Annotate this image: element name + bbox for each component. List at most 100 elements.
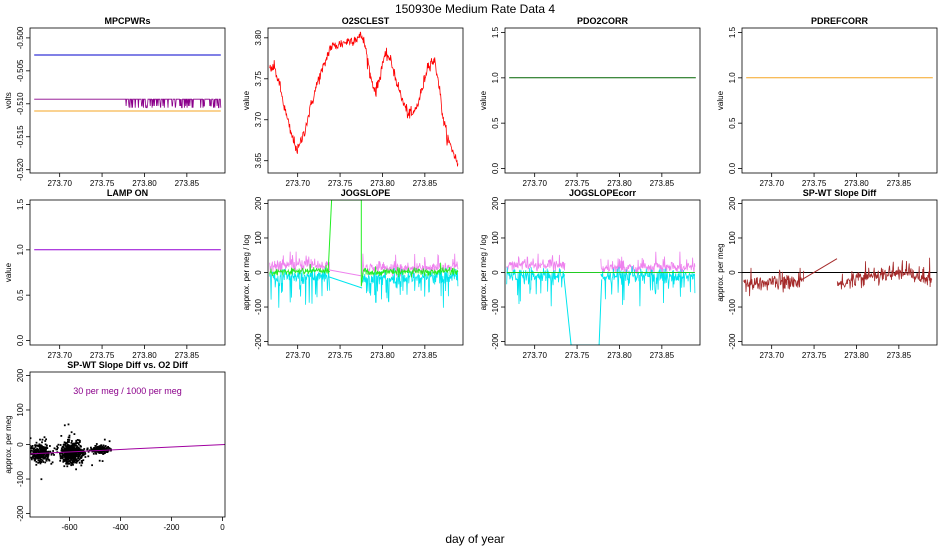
o2sclest-ytick-label: 3.75 xyxy=(254,70,263,86)
sp-wt-vs-o2-diff-xtick-label: 0 xyxy=(220,523,225,532)
scatter-point xyxy=(42,446,45,448)
scatter-point xyxy=(66,456,69,458)
jogslope-xtick-label: 273.70 xyxy=(285,351,310,360)
panel-mpcpwrs: MPCPWRs 273.70 273.75 273.80 273.85 -0.520 -0.… xyxy=(4,16,226,188)
jogslope-ytick-label: 100 xyxy=(254,231,263,245)
scatter-point xyxy=(56,445,58,448)
scatter-point xyxy=(110,449,112,452)
scatter-point xyxy=(62,443,65,446)
scatter-point xyxy=(30,449,33,452)
pdrefcorr-xtick-label: 273.80 xyxy=(844,179,869,188)
mpcpwrs-frame xyxy=(29,27,226,174)
scatter-point xyxy=(76,439,79,441)
scatter-point xyxy=(71,454,74,457)
scatter-point xyxy=(38,460,41,463)
scatter-point xyxy=(98,448,101,451)
scatter-point xyxy=(67,457,69,459)
mpcpwrs-ylabel: volts xyxy=(4,92,13,108)
sp-wt-slope-diff-ytick-label: -100 xyxy=(728,298,737,315)
jogslopecorr-title: JOGSLOPEcorr xyxy=(569,188,637,198)
jogslope-series-green xyxy=(269,262,459,278)
scatter-point xyxy=(93,447,96,450)
scatter-point xyxy=(45,459,48,462)
jogslopecorr-xtick-label: 273.85 xyxy=(650,351,675,360)
scatter-point xyxy=(67,443,69,446)
scatter-point xyxy=(41,446,44,449)
scatter-point xyxy=(72,451,75,454)
scatter-point xyxy=(33,457,36,460)
mpcpwrs-plot-area xyxy=(34,54,222,112)
scatter-point xyxy=(35,449,38,452)
scatter-point xyxy=(52,450,54,452)
o2sclest-ytick-label: 3.80 xyxy=(254,29,263,45)
scatter-point xyxy=(63,465,66,468)
scatter-point xyxy=(63,424,66,427)
figure-xlabel: day of year xyxy=(445,532,504,546)
lamp-on-ytick-label: 1.5 xyxy=(16,198,25,210)
scatter-point xyxy=(70,459,73,461)
scatter-point xyxy=(45,455,48,458)
sp-wt-vs-o2-diff-plot-area xyxy=(30,423,225,481)
sp-wt-slope-diff-title: SP-WT Slope Diff xyxy=(803,188,877,198)
scatter-point xyxy=(77,455,80,458)
sp-wt-slope-diff-xtick-label: 273.75 xyxy=(802,351,827,360)
scatter-point xyxy=(108,447,111,450)
sp-wt-vs-o2-diff-points xyxy=(30,423,112,481)
scatter-point xyxy=(69,449,72,452)
scatter-point xyxy=(35,454,38,457)
lamp-on-frame xyxy=(29,199,226,346)
scatter-point xyxy=(68,436,71,439)
scatter-point xyxy=(43,456,46,459)
scatter-point xyxy=(64,452,67,455)
scatter-point xyxy=(53,454,55,456)
scatter-point xyxy=(75,446,78,449)
scatter-point xyxy=(94,449,97,451)
scatter-point xyxy=(37,459,40,462)
pdrefcorr-xtick-label: 273.70 xyxy=(759,179,784,188)
pdrefcorr-ytick-label: 1.0 xyxy=(728,72,737,84)
scatter-point xyxy=(102,453,104,455)
scatter-point xyxy=(46,458,48,460)
scatter-point xyxy=(59,457,62,460)
scatter-point xyxy=(103,446,105,449)
scatter-point xyxy=(30,437,32,440)
scatter-point xyxy=(78,441,81,443)
o2sclest-xtick-label: 273.70 xyxy=(285,179,310,188)
jogslope-ytick-label: 200 xyxy=(254,196,263,210)
scatter-point xyxy=(67,447,69,449)
mpcpwrs-ytick-label: -0.510 xyxy=(16,92,25,115)
jogslope-plot-area xyxy=(269,200,459,308)
scatter-point xyxy=(98,459,101,462)
scatter-point xyxy=(46,457,49,459)
jogslopecorr-xtick-label: 273.75 xyxy=(565,351,590,360)
pdo2corr-ylabel: value xyxy=(479,90,488,110)
scatter-point xyxy=(103,450,106,453)
jogslopecorr-ytick-label: -100 xyxy=(491,298,500,315)
scatter-point xyxy=(62,459,65,461)
scatter-point xyxy=(45,451,48,453)
scatter-point xyxy=(67,423,70,426)
scatter-point xyxy=(47,455,49,458)
jogslopecorr-ytick-label: 100 xyxy=(491,231,500,245)
mpcpwrs-xtick-label: 273.75 xyxy=(90,179,115,188)
scatter-point xyxy=(39,445,42,448)
scatter-point xyxy=(62,450,65,453)
scatter-point xyxy=(82,459,85,462)
o2sclest-xtick-label: 273.85 xyxy=(413,179,438,188)
scatter-point xyxy=(97,448,99,451)
scatter-point xyxy=(39,447,41,449)
lamp-on-ytick-label: 0.0 xyxy=(16,334,25,346)
sp-wt-slope-diff-ytick-label: 200 xyxy=(728,196,737,210)
scatter-point xyxy=(63,460,65,462)
mpcpwrs-xtick-label: 273.70 xyxy=(47,179,72,188)
scatter-point xyxy=(100,444,103,447)
scatter-point xyxy=(30,447,32,449)
scatter-point xyxy=(74,461,77,464)
scatter-point xyxy=(101,460,104,462)
scatter-point xyxy=(47,450,50,453)
scatter-point xyxy=(59,444,62,446)
scatter-point xyxy=(35,448,37,451)
scatter-point xyxy=(97,445,100,448)
scatter-point xyxy=(70,461,72,464)
scatter-point xyxy=(30,456,33,459)
